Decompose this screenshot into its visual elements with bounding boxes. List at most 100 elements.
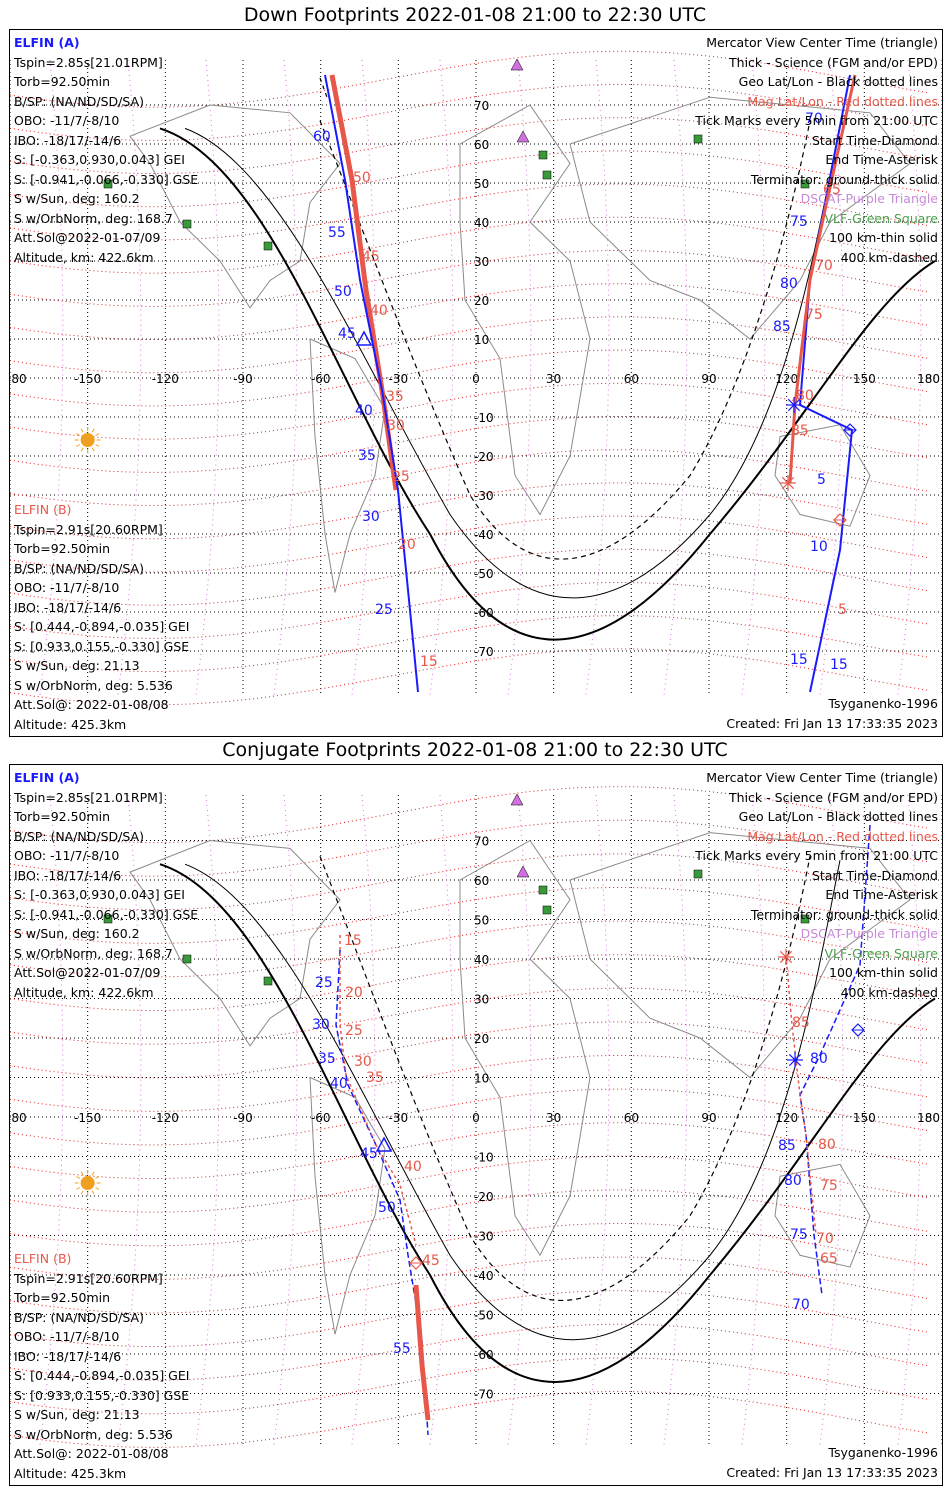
start-diamond (843, 423, 857, 437)
elfin-a-track-dashed (319, 77, 329, 101)
start-diamond (851, 1023, 865, 1037)
sun-ray (91, 1190, 95, 1195)
created-label: Created: Fri Jan 13 17:33:35 2023 (726, 1465, 938, 1480)
mag-parallel (10, 1155, 931, 1213)
mag-parallel (10, 84, 931, 141)
vlf-square (538, 150, 548, 160)
legend-item: Mag Lat/Lon - Red dotted lines (747, 828, 938, 844)
mag-parallel (10, 615, 931, 673)
lat-tick-label: 20 (474, 294, 489, 308)
elfin-a-line: S: [-0.363,0.930,0.043] GEI (14, 887, 185, 902)
dscat-triangle (510, 793, 524, 806)
vlf-square (103, 179, 113, 189)
lon-tick-label: 180 (917, 1111, 940, 1125)
track-label-a: 80 (810, 1051, 828, 1067)
elfin-b-info: ELFIN (B) Tspin=2.91s[20.60RPM] Torb=92.… (14, 1249, 189, 1483)
elfin-b-track-east (788, 74, 857, 484)
mag-meridian (585, 794, 610, 1446)
elfin-a-line: OBO: -11/7/-8/10 (14, 113, 120, 128)
elfin-a-line: S w/Sun, deg: 160.2 (14, 926, 140, 941)
lat-tick-label: 70 (474, 99, 489, 113)
sun-ray (76, 444, 81, 447)
track-label-a: 75 (790, 1227, 808, 1243)
elfin-b-line: S: [0.933,0.155,-0.330] GSE (14, 1387, 190, 1403)
elfin-b-line: S: [0.933,0.155,-0.330] GSE (14, 638, 190, 654)
continent-outline (309, 1076, 386, 1335)
created-label: Created: Fri Jan 13 17:33:35 2023 (726, 716, 938, 731)
mag-meridian (429, 59, 454, 696)
down-map: -180 -150 -120 -90 -60 -30 0 30 60 90 120 150 180 70 6… (10, 50, 942, 706)
lon-tick-label: 120 (775, 372, 798, 386)
elfin-b-line: S w/Sun, deg: 21.13 (14, 658, 140, 673)
lon-tick-label: -150 (74, 372, 101, 386)
elfin-b-name: ELFIN (B) (14, 1251, 72, 1266)
continent-outline (309, 338, 386, 593)
lat-tick-label: -10 (474, 411, 494, 425)
track-label-a: 45 (338, 326, 356, 342)
elfin-b-line: Altitude: 425.3km (14, 716, 127, 732)
elfin-a-line: S: [-0.941,-0.066,-0.330] GSE (14, 171, 199, 187)
lon-tick-label: -60 (311, 372, 331, 386)
track-label-a: 80 (784, 1173, 802, 1189)
center-time-triangle (355, 330, 373, 346)
lat-tick-label: 40 (474, 216, 489, 230)
track-label-b: 20 (398, 537, 416, 553)
elfin-a-name: ELFIN (A) (14, 35, 80, 50)
elfin-a-line: Torb=92.50min (14, 74, 111, 89)
sun-ray (76, 1187, 81, 1190)
lat-tick-label: 40 (474, 953, 489, 967)
elfin-a-line: S: [-0.941,-0.066,-0.330] GSE (14, 906, 199, 922)
mag-parallel (10, 786, 931, 844)
terminator-400km (319, 856, 811, 1301)
elfin-b-line: Torb=92.50min (14, 1290, 111, 1305)
model-label: Tsyganenko-1996 (828, 696, 938, 711)
lat-tick-label: -50 (474, 1309, 494, 1323)
legend-item: Geo Lat/Lon - Black dotted lines (738, 809, 938, 824)
track-label-a: 25 (315, 975, 333, 991)
track-label-b: 70 (815, 258, 833, 274)
lat-tick-label: -70 (474, 1388, 494, 1402)
elfin-b-line: S w/OrbNorm, deg: 5.536 (14, 677, 173, 693)
elfin-b-line: B/SP: (NA/ND/SD/SA) (14, 560, 144, 576)
lon-tick-label: -180 (10, 1111, 27, 1125)
elfin-a-line: S: [-0.363,0.930,0.043] GEI (14, 152, 185, 167)
lon-tick-label: 90 (701, 1111, 716, 1125)
track-label-b: 30 (387, 418, 405, 434)
lon-tick-label: 180 (917, 372, 940, 386)
track-label-b: 25 (392, 469, 410, 485)
mag-parallel (10, 150, 931, 208)
vlf-square (182, 954, 192, 964)
track-label-b: 35 (366, 1070, 384, 1086)
legend-item: Tick Marks every 5min from 21:00 UTC (695, 113, 938, 128)
track-label-b: 85 (791, 423, 809, 439)
track-label-a: 60 (313, 129, 331, 145)
end-asterisk (787, 398, 801, 412)
legend-item: 400 km-dashed (840, 249, 938, 265)
vlf-square (542, 905, 552, 915)
lat-tick-label: -30 (474, 1230, 494, 1244)
mag-parallel (10, 216, 931, 274)
mag-parallel (10, 482, 931, 540)
vlf-square (182, 219, 192, 229)
mag-parallel (10, 349, 931, 407)
lon-tick-label: 30 (546, 1111, 561, 1125)
mag-parallel (10, 853, 931, 911)
track-label-a: 15 (830, 657, 848, 673)
lon-tick-label: 30 (546, 372, 561, 386)
lat-tick-label: 30 (474, 255, 489, 269)
lat-tick-label: 70 (474, 835, 489, 849)
legend-item: Terminator: ground-thick solid (750, 906, 938, 922)
mag-meridian (507, 794, 532, 1446)
track-label-b: 15 (420, 654, 438, 670)
mag-parallel (10, 1357, 931, 1415)
mag-meridian (663, 794, 688, 1446)
track-label-b: 70 (816, 1231, 834, 1247)
track-label-a: 25 (375, 602, 393, 618)
sun-ray (80, 428, 84, 433)
elfin-b-line: Tspin=2.91s[20.60RPM] (14, 1270, 163, 1286)
sun-icon (80, 433, 95, 447)
conjugate-map: -180 -150 -120 -90 -60 -30 0 30 60 90 120 150 180 70 6… (10, 786, 942, 1448)
lat-tick-label: -20 (474, 1190, 494, 1204)
track-label-a: 45 (360, 1146, 378, 1162)
sun-ray (91, 1171, 95, 1176)
